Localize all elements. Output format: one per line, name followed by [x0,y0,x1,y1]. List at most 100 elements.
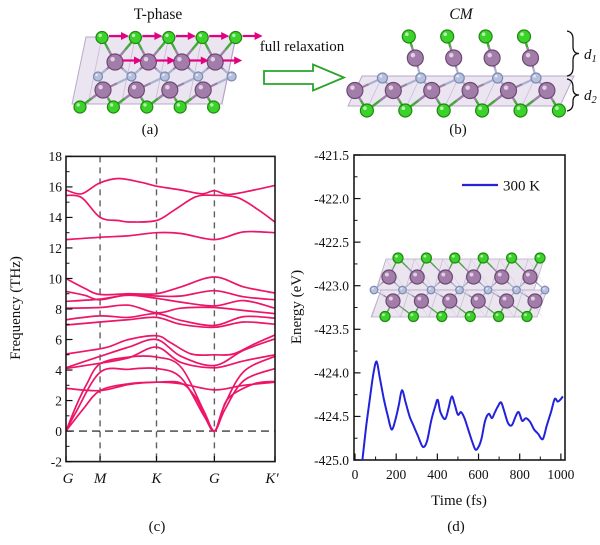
phonon-band [66,230,275,241]
purple-atom [445,49,463,67]
atom-highlight [542,85,547,90]
phonon-band [66,381,275,392]
purple-atom [173,53,191,71]
atom-highlight [542,287,545,290]
green-atom [398,103,413,118]
atom-highlight [401,106,406,111]
phonon-band [66,380,275,432]
y-tick-label: -424.0 [314,366,349,381]
green-atom [195,30,209,45]
x-tick-label: 0 [352,467,359,482]
legend-label-300K: 300 K [503,179,540,195]
phonon-band [66,177,275,196]
atom-highlight [363,106,367,111]
atom-highlight [165,33,169,38]
atom-highlight [467,313,471,317]
blue-atom [92,71,104,82]
atom-highlight [524,313,527,317]
atom-highlight [508,254,512,258]
atom-highlight [497,272,502,277]
facet-edge [456,289,467,318]
y-tick-label: -423.0 [314,279,349,294]
atom-highlight [502,296,507,301]
blue-atom [426,285,436,295]
atom-highlight [98,84,103,90]
atom-highlight [445,296,450,301]
atom-highlight [162,73,165,77]
green-atom [477,252,489,264]
panel-a-structure [71,30,263,114]
purple-atom [206,53,224,71]
d2-label: d2 [584,88,598,106]
green-atom [440,29,455,44]
panel-a-caption: (a) [142,122,159,138]
cell-edge [154,36,170,105]
panel-d-ylabel: Energy (eV) [289,270,305,344]
atom-highlight [131,84,137,90]
atom-highlight [232,33,236,38]
atom-highlight [165,84,170,90]
purple-atom [94,81,112,99]
phonon-band [66,289,275,301]
panel-a-title: T-phase [134,6,183,23]
displacement-arrow-head [134,56,142,65]
green-atom [106,100,121,114]
green-atom [534,252,546,264]
green-atom [449,252,461,264]
atom-highlight [456,74,460,78]
facet-edge [371,289,382,318]
green-atom [128,30,142,45]
atom-highlight [474,296,479,301]
atom-highlight [143,103,147,107]
cell-edge [87,36,103,105]
atom-highlight [379,74,383,78]
atom-highlight [441,272,446,277]
y-tick-label: 10 [49,271,63,286]
atom-highlight [143,56,149,62]
cell-edge [121,36,136,105]
purple-atom [406,49,424,67]
panel-b-structure [346,29,575,118]
panel-c-ylabel: Frequency (THz) [8,256,24,360]
phonon-band [66,367,275,432]
green-atom [359,103,374,118]
y-tick-label: -423.5 [314,322,349,337]
atom-highlight [388,85,394,90]
phonon-band [66,276,275,296]
phonon-band [66,194,275,223]
atom-highlight [413,272,418,277]
purple-atom [494,269,510,285]
y-tick-label: 18 [49,149,63,164]
blue-atom [455,285,464,295]
atom-highlight [177,56,182,62]
displacement-arrow-head [221,32,230,40]
phonon-band [66,316,275,329]
atom-highlight [95,73,98,77]
y-tick-label: 0 [55,424,62,439]
green-atom [95,30,109,45]
blue-atom [226,71,237,82]
atom-highlight [555,106,559,111]
atom-highlight [516,106,521,111]
blue-atom [540,285,550,295]
green-atom [162,30,176,45]
atom-highlight [410,313,414,317]
phonon-band [66,304,275,315]
atom-highlight [210,56,216,62]
phonon-band [66,312,275,327]
atom-highlight [371,287,374,290]
relaxation-label: full relaxation [260,39,345,55]
atom-highlight [228,73,232,77]
green-atom [478,29,493,44]
y-tick-label: 14 [49,210,63,225]
green-atom [379,310,391,323]
displacement-arrow-head [187,32,196,40]
blue-atom [126,71,137,82]
cell-edge [221,36,236,105]
purple-atom [466,269,482,285]
atom-highlight [503,85,509,90]
panel-d-structure-inset [369,252,550,323]
y-tick-label: -424.5 [314,409,349,424]
x-path-label: G [209,471,220,487]
